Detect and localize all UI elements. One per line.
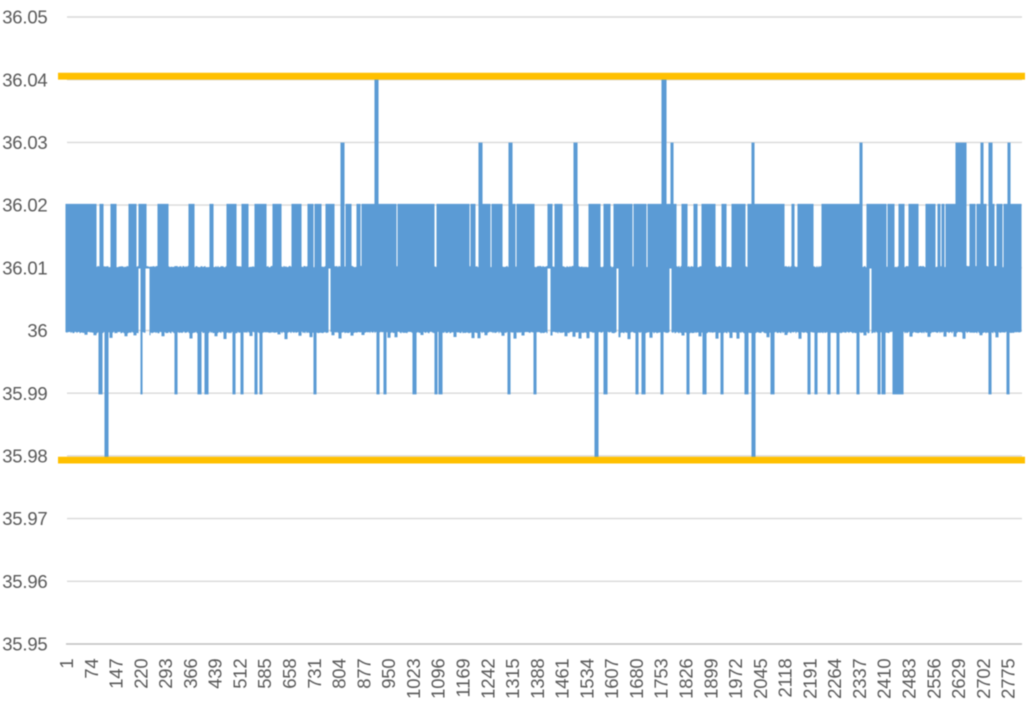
svg-text:36.05: 36.05 [2,7,47,28]
svg-text:877: 877 [353,659,374,689]
svg-text:2410: 2410 [874,659,895,699]
svg-text:731: 731 [304,659,325,689]
svg-text:35.98: 35.98 [2,446,47,467]
svg-text:2045: 2045 [750,659,771,699]
svg-text:293: 293 [155,659,176,689]
svg-text:658: 658 [279,659,300,689]
svg-text:1169: 1169 [453,659,474,698]
svg-text:36.01: 36.01 [2,257,47,278]
svg-text:36.03: 36.03 [2,132,47,153]
svg-text:366: 366 [180,659,201,689]
svg-text:1753: 1753 [651,659,672,699]
svg-text:36: 36 [27,320,47,341]
svg-text:512: 512 [230,659,251,689]
svg-text:1680: 1680 [626,659,647,699]
svg-text:2191: 2191 [799,659,820,699]
svg-text:2629: 2629 [948,659,969,699]
svg-text:1461: 1461 [552,659,573,699]
svg-text:2702: 2702 [973,659,994,699]
svg-text:1972: 1972 [725,659,746,699]
svg-text:2556: 2556 [923,659,944,699]
svg-text:1: 1 [56,659,77,669]
svg-text:804: 804 [329,659,350,689]
svg-text:439: 439 [205,659,226,689]
svg-text:1899: 1899 [700,659,721,699]
svg-text:74: 74 [81,659,102,679]
svg-text:220: 220 [130,659,151,689]
svg-text:1607: 1607 [601,659,622,699]
svg-text:1315: 1315 [502,659,523,699]
svg-text:2118: 2118 [775,659,796,698]
svg-text:2483: 2483 [899,659,920,699]
svg-text:36.02: 36.02 [2,195,47,216]
svg-text:585: 585 [254,659,275,689]
svg-text:35.96: 35.96 [2,571,47,592]
svg-text:2337: 2337 [849,659,870,699]
svg-text:35.95: 35.95 [2,634,47,655]
svg-text:1826: 1826 [676,659,697,699]
svg-text:35.97: 35.97 [2,508,47,529]
svg-text:950: 950 [378,659,399,689]
svg-text:1023: 1023 [403,659,424,699]
svg-text:2775: 2775 [998,659,1019,699]
svg-text:1096: 1096 [428,659,449,699]
svg-text:36.04: 36.04 [2,69,47,90]
svg-text:35.99: 35.99 [2,383,47,404]
svg-text:1242: 1242 [477,659,498,699]
svg-text:147: 147 [106,659,127,689]
svg-text:2264: 2264 [824,659,845,699]
svg-text:1534: 1534 [576,659,597,699]
svg-text:1388: 1388 [527,659,548,699]
